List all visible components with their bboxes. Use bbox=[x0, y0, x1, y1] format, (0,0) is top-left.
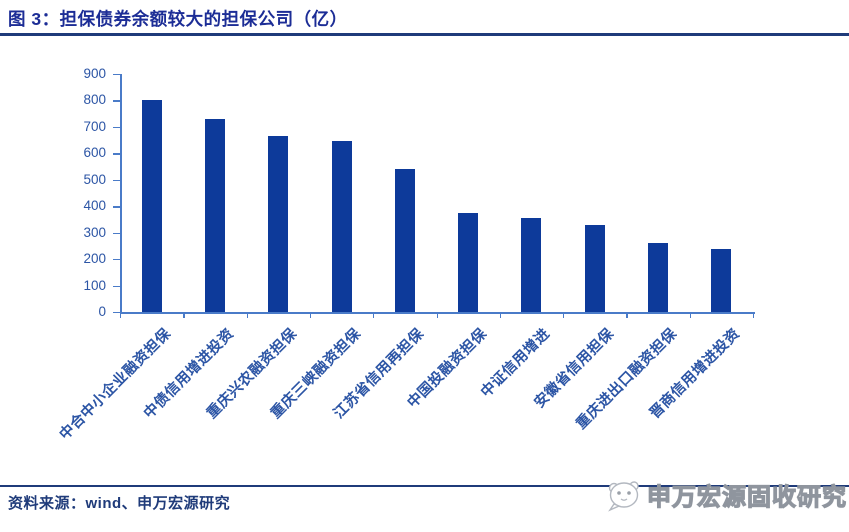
y-axis-tick bbox=[113, 74, 120, 76]
watermark: 申万宏源固收研究 bbox=[603, 473, 847, 515]
bar bbox=[204, 118, 225, 312]
y-axis-tick bbox=[113, 153, 120, 155]
bar bbox=[394, 169, 415, 312]
y-axis-tick-label: 100 bbox=[83, 277, 106, 293]
y-axis-tick bbox=[113, 285, 120, 287]
x-axis-tick bbox=[183, 312, 185, 318]
y-axis-tick bbox=[113, 259, 120, 261]
bar bbox=[268, 136, 289, 312]
x-axis-tick bbox=[373, 312, 375, 318]
y-axis-tick-label: 200 bbox=[83, 251, 106, 267]
y-axis-line bbox=[120, 74, 122, 312]
x-axis-tick bbox=[753, 312, 755, 318]
x-axis-tick bbox=[436, 312, 438, 318]
bar bbox=[584, 224, 605, 312]
x-axis-tick bbox=[246, 312, 248, 318]
y-axis-tick bbox=[113, 126, 120, 129]
figure-title: 图 3：担保债券余额较大的担保公司（亿） bbox=[8, 9, 348, 29]
y-axis-tick-label: 300 bbox=[83, 224, 106, 240]
panda-logo-icon bbox=[608, 481, 639, 512]
y-axis-tick bbox=[113, 179, 120, 182]
y-axis-tick bbox=[113, 206, 120, 208]
watermark-label: 申万宏源固收研究 bbox=[646, 483, 847, 511]
bar bbox=[458, 212, 479, 312]
bar bbox=[711, 248, 732, 312]
y-axis-tick-label: 400 bbox=[83, 198, 106, 214]
footer-divider bbox=[0, 485, 849, 488]
y-axis-tick-label: 700 bbox=[83, 118, 106, 134]
bar-chart: 0 100 200 300 400 500 600 700 800 900 中合中小企业融资担保 中债… bbox=[0, 40, 849, 470]
bar bbox=[331, 141, 352, 312]
bar bbox=[141, 100, 162, 312]
bar bbox=[521, 218, 542, 312]
title-divider bbox=[0, 33, 849, 36]
y-axis-tick-label: 600 bbox=[83, 145, 106, 161]
y-axis-tick-label: 500 bbox=[83, 171, 106, 187]
x-axis-tick bbox=[689, 312, 691, 318]
y-axis-tick-label: 800 bbox=[83, 92, 106, 108]
y-axis-tick bbox=[113, 312, 120, 314]
x-axis-tick bbox=[309, 312, 312, 318]
bar bbox=[648, 243, 669, 312]
x-axis-tick bbox=[626, 312, 628, 318]
y-axis-tick-label: 900 bbox=[83, 66, 106, 81]
x-axis-tick bbox=[563, 312, 565, 318]
x-axis-tick bbox=[499, 312, 502, 318]
y-axis-tick-label: 0 bbox=[98, 304, 106, 319]
x-axis-tick bbox=[120, 312, 122, 318]
source-note: 资料来源：wind、申万宏源研究 bbox=[8, 495, 231, 512]
y-axis-tick bbox=[113, 232, 120, 234]
y-axis-tick bbox=[113, 100, 120, 102]
